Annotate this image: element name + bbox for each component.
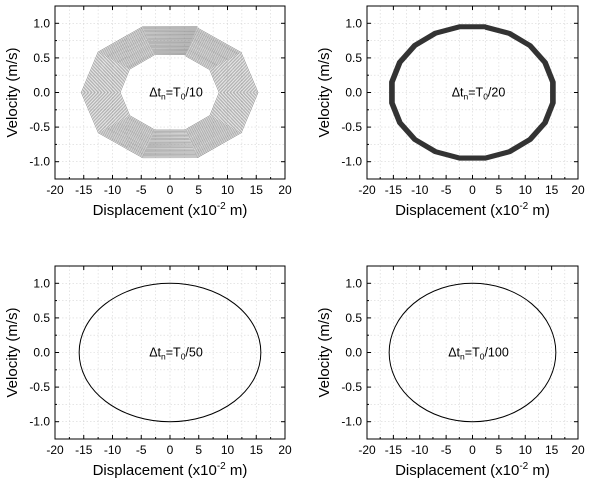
x-tick-label: 20 [571,443,585,457]
x-tick-label: 10 [519,183,533,197]
data-area [389,24,556,161]
x-tick-label: 5 [195,183,202,197]
y-tick-label: 1.0 [33,16,50,30]
y-tick-label: 0.0 [345,346,362,360]
x-tick-label: -15 [75,443,93,457]
annotation-label: Δtn=T0/20 [452,86,506,102]
x-tick-label: -10 [104,183,122,197]
x-tick-label: -20 [46,183,64,197]
series-trajectory [81,26,259,159]
x-tick-label: 15 [545,183,559,197]
x-axis-title: Displacement (x10-2 m) [395,201,550,219]
y-axis-title: Velocity (m/s) [4,307,21,397]
y-tick-label: -1.0 [29,415,50,429]
tick-marks [366,266,579,439]
x-tick-label: -15 [385,443,403,457]
x-tick-label: -15 [75,183,93,197]
y-axis-title: Velocity (m/s) [316,47,333,137]
x-tick-label: 10 [221,443,235,457]
x-tick-label: -5 [441,443,452,457]
x-tick-label: -10 [411,443,429,457]
x-tick-label: 20 [571,183,585,197]
x-tick-label: -20 [358,183,376,197]
x-tick-label: -20 [46,443,64,457]
x-tick-label: 15 [545,443,559,457]
x-tick-label: -10 [104,443,122,457]
y-tick-label: -1.0 [29,155,50,169]
x-tick-label: 15 [250,183,264,197]
x-tick-label: 10 [221,183,235,197]
tick-marks [366,6,579,179]
x-axis-title: Displacement (x10-2 m) [93,201,248,219]
y-tick-label: -1.0 [341,155,362,169]
y-tick-label: 0.5 [33,51,50,65]
y-tick-label: 1.0 [345,276,362,290]
data-area [388,282,557,423]
y-tick-label: 0.0 [33,86,50,100]
tick-marks [54,266,286,439]
x-tick-label: 5 [195,443,202,457]
x-tick-label: -15 [385,183,403,197]
y-tick-label: 0.0 [33,346,50,360]
x-tick-label: 20 [278,183,292,197]
x-tick-label: 0 [469,443,476,457]
tick-marks [54,6,286,179]
series-trajectory [78,282,262,423]
data-area [78,282,262,423]
y-tick-label: 0.5 [345,311,362,325]
y-tick-label: -1.0 [341,415,362,429]
x-tick-label: -5 [136,443,147,457]
y-tick-label: 1.0 [33,276,50,290]
x-axis-title: Displacement (x10-2 m) [395,461,550,479]
x-tick-label: -10 [411,183,429,197]
x-tick-label: 0 [167,443,174,457]
x-axis-title: Displacement (x10-2 m) [93,461,248,479]
data-area [81,26,259,159]
panel-bottom-left: -20 -15 -10 -5 0 5 10 15 20 1.0 0.5 0.0 -0.5 -1.0 Disp… [4,265,292,479]
series-trajectory [389,24,556,161]
x-tick-label: -5 [136,183,147,197]
x-tick-label: -5 [441,183,452,197]
y-axis-title: Velocity (m/s) [4,47,21,137]
y-axis-title: Velocity (m/s) [316,307,333,397]
annotation-label: Δtn=T0/10 [149,86,203,102]
panel-top-right: -20 -15 -10 -5 0 5 10 15 20 1.0 0.5 0.0 -0.5 -1.0 Disp… [316,5,585,219]
annotation-label: Δtn=T0/100 [448,346,509,362]
x-tick-label: 0 [167,183,174,197]
y-tick-label: 0.0 [345,86,362,100]
x-tick-label: 10 [519,443,533,457]
panel-bottom-right: -20 -15 -10 -5 0 5 10 15 20 1.0 0.5 0.0 -0.5 -1.0 Disp… [316,265,585,479]
series-trajectory [388,282,557,423]
x-tick-label: 5 [496,443,503,457]
x-tick-label: 20 [278,443,292,457]
y-tick-label: -0.5 [341,380,362,394]
y-tick-label: -0.5 [341,120,362,134]
x-tick-label: 15 [250,443,264,457]
annotation-label: Δtn=T0/50 [149,346,203,362]
panel-top-left: -20 -15 -10 -5 0 5 10 15 20 1.0 0.5 0.0 -0.5 -1.0 Disp… [4,5,292,219]
x-tick-label: 5 [496,183,503,197]
y-tick-label: -0.5 [29,380,50,394]
y-tick-label: 1.0 [345,16,362,30]
gridlines [54,266,286,439]
x-tick-label: 0 [469,183,476,197]
y-tick-label: 0.5 [345,51,362,65]
x-tick-label: -20 [358,443,376,457]
y-tick-label: 0.5 [33,311,50,325]
y-tick-label: -0.5 [29,120,50,134]
